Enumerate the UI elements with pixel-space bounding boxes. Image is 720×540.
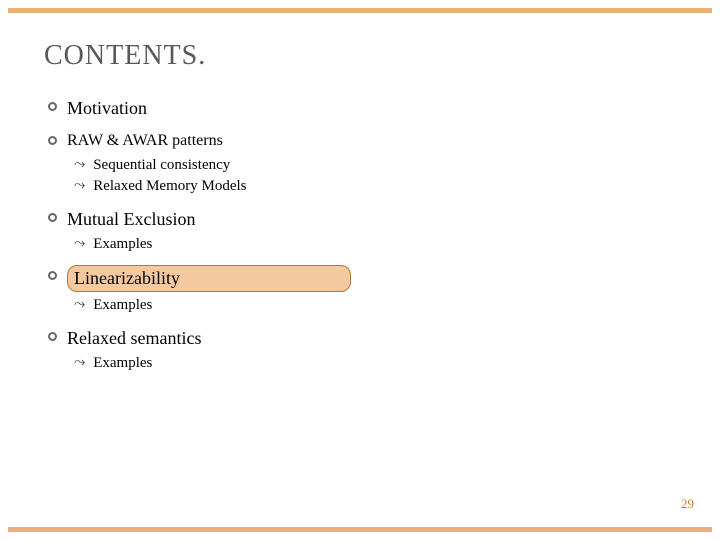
wave-bullet-icon: ⤳ xyxy=(74,354,85,372)
sub-item-text: Examples xyxy=(93,235,152,255)
list-item: Linearizability ⤳ Examples xyxy=(48,265,676,316)
list-item: RAW & AWAR patterns ⤳ Sequential consisten… xyxy=(48,130,676,197)
circle-bullet-icon xyxy=(48,213,57,222)
item-text: Relaxed semantics xyxy=(67,326,201,350)
sub-item-text: Examples xyxy=(93,296,152,316)
sub-list: ⤳ Examples xyxy=(48,296,676,316)
sub-item-text: Sequential consistency xyxy=(93,156,230,176)
sub-item: ⤳ Examples xyxy=(74,296,676,316)
slide-title: CONTENTS. xyxy=(44,40,676,72)
bullet-row: Linearizability xyxy=(48,265,676,292)
list-item: Mutual Exclusion ⤳ Examples xyxy=(48,207,676,255)
sub-item: ⤳ Examples xyxy=(74,235,676,255)
slide: CONTENTS. Motivation RAW & AWAR patterns ⤳… xyxy=(0,0,720,540)
sub-item-text: Relaxed Memory Models xyxy=(93,177,246,197)
top-border xyxy=(8,8,712,13)
highlighted-item: Linearizability xyxy=(67,265,351,292)
sub-list: ⤳ Sequential consistency ⤳ Relaxed Memory M… xyxy=(48,156,676,197)
sub-item: ⤳ Relaxed Memory Models xyxy=(74,177,676,197)
content-list: Motivation RAW & AWAR patterns ⤳ Sequential… xyxy=(44,96,676,373)
page-number: 29 xyxy=(681,496,694,512)
bottom-border xyxy=(8,527,712,532)
sub-item-text: Examples xyxy=(93,354,152,374)
bullet-row: Mutual Exclusion xyxy=(48,207,676,231)
circle-bullet-icon xyxy=(48,136,57,145)
wave-bullet-icon: ⤳ xyxy=(74,156,85,174)
sub-item: ⤳ Sequential consistency xyxy=(74,156,676,176)
bullet-row: Motivation xyxy=(48,96,676,120)
bullet-row: Relaxed semantics xyxy=(48,326,676,350)
sub-item: ⤳ Examples xyxy=(74,354,676,374)
item-text: RAW & AWAR patterns xyxy=(67,130,223,152)
wave-bullet-icon: ⤳ xyxy=(74,235,85,253)
item-text: Motivation xyxy=(67,96,147,120)
list-item: Motivation xyxy=(48,96,676,120)
list-item: Relaxed semantics ⤳ Examples xyxy=(48,326,676,374)
sub-list: ⤳ Examples xyxy=(48,235,676,255)
circle-bullet-icon xyxy=(48,102,57,111)
circle-bullet-icon xyxy=(48,332,57,341)
sub-list: ⤳ Examples xyxy=(48,354,676,374)
wave-bullet-icon: ⤳ xyxy=(74,177,85,195)
bullet-row: RAW & AWAR patterns xyxy=(48,130,676,152)
circle-bullet-icon xyxy=(48,271,57,280)
wave-bullet-icon: ⤳ xyxy=(74,296,85,314)
item-text: Mutual Exclusion xyxy=(67,207,196,231)
